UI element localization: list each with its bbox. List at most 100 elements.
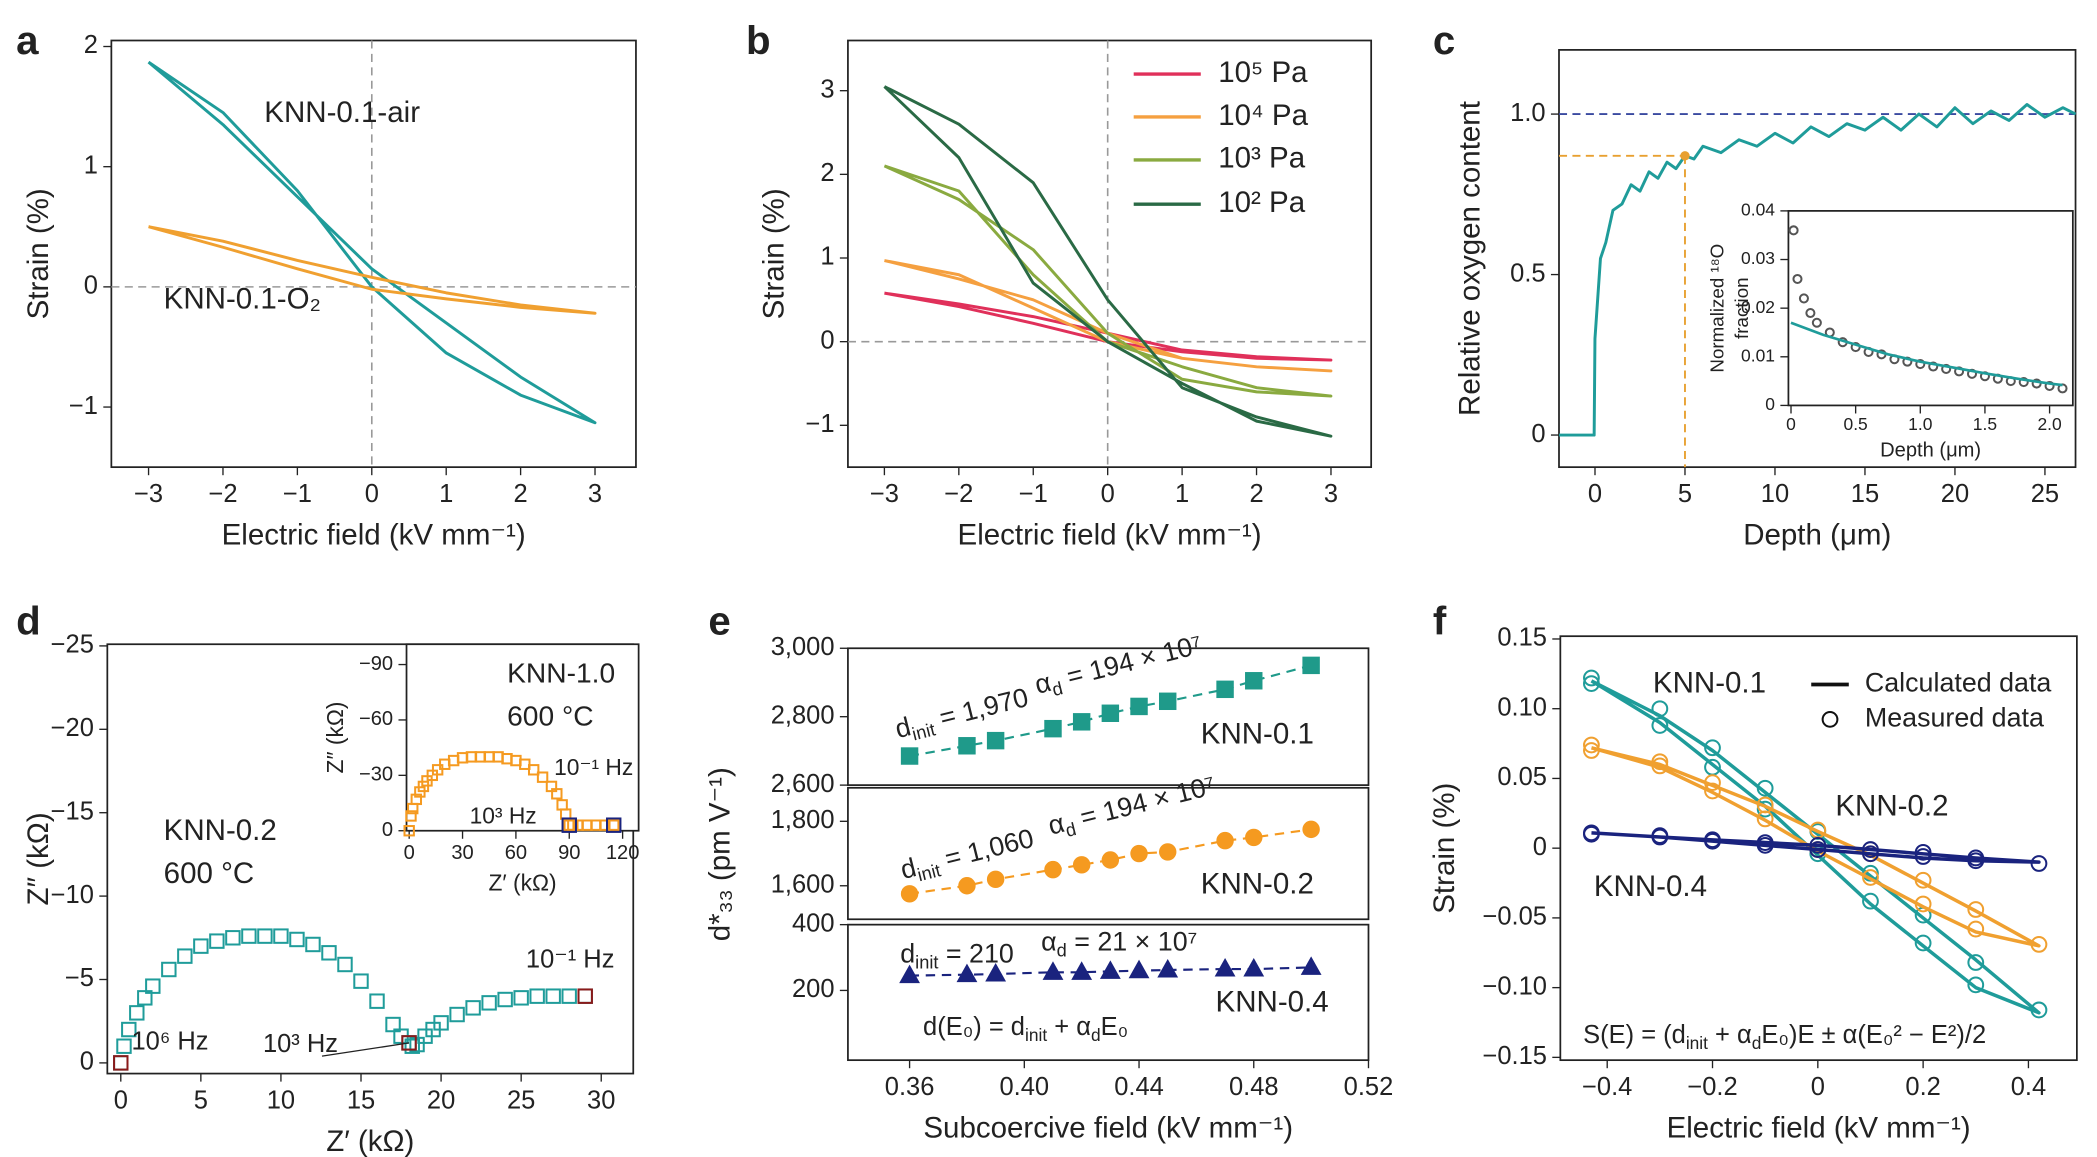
y-tick-label: −60 (359, 708, 393, 730)
inset-y-label: Z″ (kΩ) (322, 702, 348, 774)
x-tick-label: 0.52 (1344, 1073, 1394, 1101)
data-point (899, 964, 920, 984)
x-tick-label: 1.0 (1908, 414, 1933, 434)
fit-annotation: αd = 194 × 10⁷ (1045, 770, 1219, 844)
plot-frame (847, 923, 1370, 1062)
data-point (513, 990, 529, 1006)
fit-annotation: dinit = 210 (900, 939, 1014, 973)
x-tick-label: 25 (2031, 480, 2059, 508)
y-tick-label: 2,800 (771, 701, 835, 729)
y-tick-label: −30 (359, 764, 393, 786)
data-point (289, 931, 305, 948)
y-tick-label: 1 (820, 243, 834, 271)
data-point (986, 731, 1005, 750)
frequency-label: 10³ Hz (470, 802, 537, 828)
y-tick-label: 3,000 (771, 633, 835, 661)
y-tick-label: 0 (1531, 420, 1545, 448)
y-axis-label: Relative oxygen content (1454, 101, 1487, 416)
data-point (1300, 956, 1322, 975)
data-point (305, 936, 321, 953)
data-point (900, 747, 919, 765)
series-line (883, 164, 1333, 398)
panel-label: a (16, 18, 39, 63)
y-tick-label: 2 (820, 159, 834, 187)
data-point (1157, 959, 1179, 978)
inset-point (410, 793, 423, 806)
y-tick-label: −25 (51, 631, 94, 659)
data-point (321, 945, 337, 961)
x-tick-label: 5 (1678, 480, 1692, 508)
x-tick-label: 20 (427, 1086, 455, 1114)
series-label: KNN-0.2 (1201, 868, 1314, 901)
frequency-point (113, 1055, 129, 1071)
x-tick-label: −1 (1019, 480, 1048, 508)
data-point (1245, 672, 1263, 690)
frequency-label: 10⁻¹ Hz (554, 754, 633, 780)
subscript: init (915, 951, 938, 972)
panel-label: c (1433, 18, 1455, 63)
legend-label: 10⁴ Pa (1218, 99, 1308, 132)
data-point (129, 1005, 145, 1021)
inset-x-label: Z′ (kΩ) (488, 869, 556, 895)
x-tick-label: 2.0 (2037, 414, 2062, 434)
x-tick-label: 1 (439, 480, 453, 508)
series-label: KNN-0.4 (1594, 870, 1707, 903)
leader-line (321, 1042, 410, 1057)
x-tick-label: 5 (194, 1086, 208, 1114)
y-tick-label: 1,600 (771, 870, 835, 898)
x-tick-label: 90 (558, 842, 580, 864)
series-line (147, 60, 597, 425)
frequency-point (606, 817, 622, 833)
data-point (113, 1055, 129, 1071)
inset-point (403, 825, 415, 837)
data-point (1214, 958, 1236, 977)
x-tick-label: 0 (404, 842, 415, 864)
x-tick-label: 0 (1786, 414, 1796, 434)
fit-line (909, 828, 1312, 895)
y-axis-label: Strain (%) (757, 188, 790, 319)
data-point (985, 962, 1007, 982)
series-label: KNN-0.4 (1216, 986, 1329, 1019)
y-tick-label: −0.15 (1482, 1042, 1546, 1070)
subscript: d (1050, 677, 1065, 700)
series-label: KNN-0.1-air (264, 96, 420, 129)
y-tick-label: −1 (805, 410, 834, 438)
data-point (1130, 697, 1148, 716)
y-tick-label: −0.05 (1482, 903, 1546, 931)
x-axis-label: Electric field (kV mm⁻¹) (1667, 1112, 1971, 1145)
x-tick-label: 30 (587, 1086, 615, 1114)
data-point (1158, 692, 1177, 711)
data-point (1243, 958, 1265, 977)
x-tick-label: 0.4 (2011, 1073, 2046, 1101)
data-point (1158, 843, 1177, 861)
calculated-line (1590, 746, 2041, 948)
data-point (529, 988, 545, 1004)
text-part: α (1032, 667, 1054, 700)
inset-x-label: Depth (μm) (1880, 439, 1981, 461)
plot-frame (847, 786, 1370, 921)
marker-point (1680, 151, 1690, 161)
text-part: = 1,060 (935, 823, 1037, 876)
subscript: d (1063, 818, 1078, 841)
data-point (1216, 680, 1234, 699)
panel-label: d (16, 599, 41, 644)
y-tick-label: 0.05 (1497, 763, 1547, 791)
subscript: d (1091, 1025, 1101, 1045)
y-tick-label: 0 (1533, 833, 1547, 861)
x-tick-label: 0.5 (1844, 414, 1868, 434)
series-label: KNN-0.1 (1653, 666, 1766, 699)
calculated-line (1590, 679, 2041, 1015)
y-axis-label: d*₃₃ (pm V⁻¹) (704, 767, 737, 941)
y-tick-label: 0.04 (1741, 199, 1775, 219)
x-axis-label: Z′ (kΩ) (326, 1125, 414, 1157)
frequency-label: 10⁻¹ Hz (526, 946, 615, 974)
plot-frame (1558, 49, 2077, 469)
text-part: = 194 × 10⁷ (1070, 770, 1218, 834)
x-tick-label: 10 (267, 1086, 295, 1114)
y-tick-label: 0.01 (1741, 345, 1775, 365)
text-part: E₀)E ± α(E₀² − E²)/2 (1761, 1021, 1986, 1049)
y-tick-label: −1 (69, 392, 98, 420)
text-part: d (892, 711, 914, 744)
